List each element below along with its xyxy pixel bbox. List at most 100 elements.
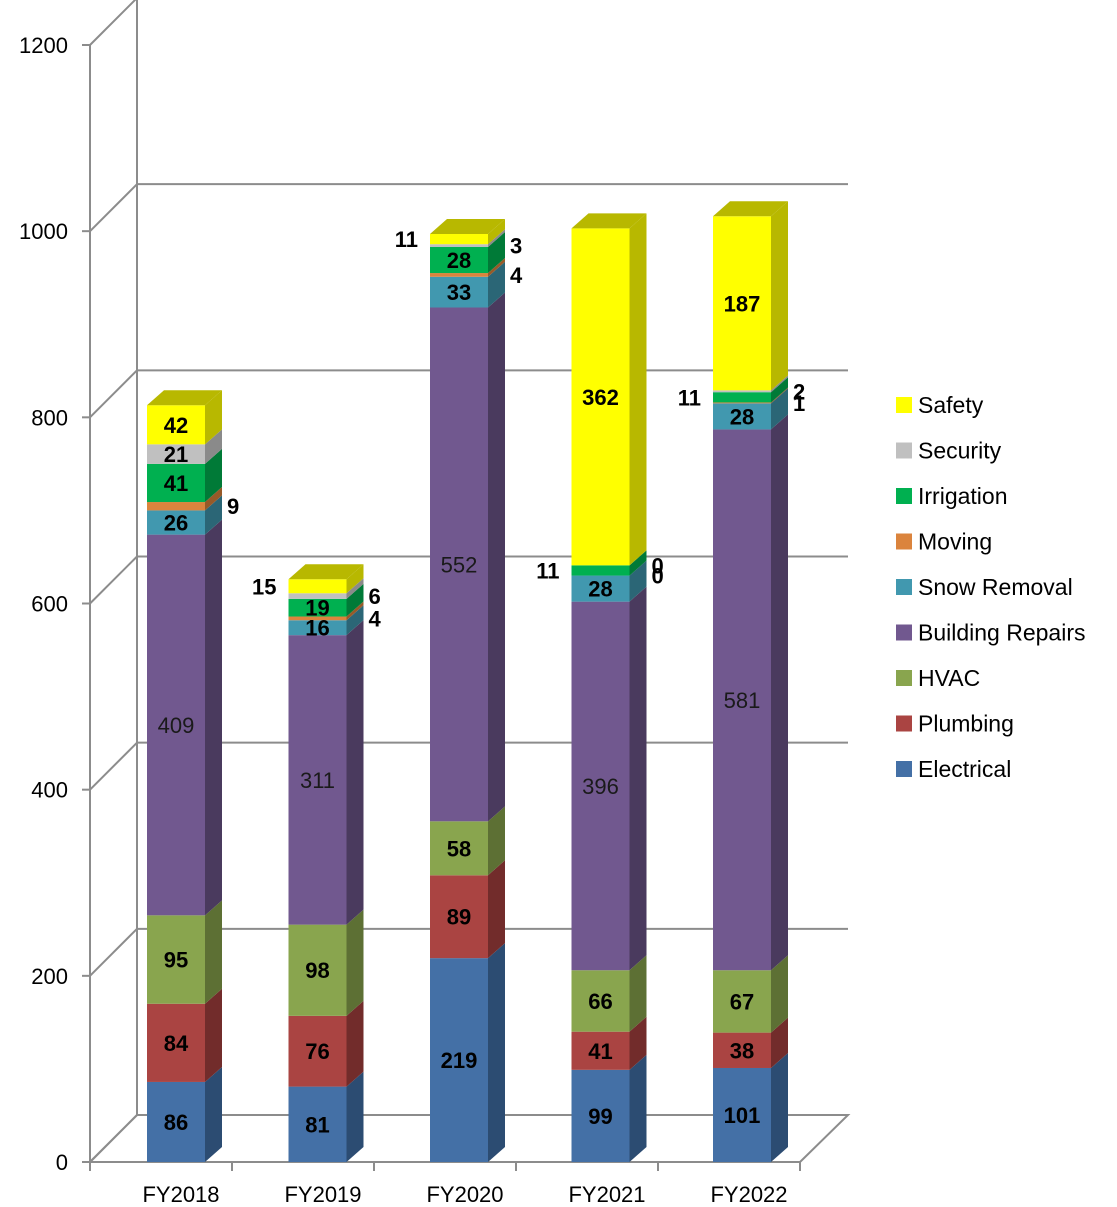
data-label: 581 bbox=[724, 688, 761, 713]
data-label: 86 bbox=[164, 1110, 188, 1135]
gridline-diagonal bbox=[89, 928, 138, 977]
bar-segment-side bbox=[771, 414, 788, 971]
bar-segment-front bbox=[713, 970, 771, 1033]
x-tick-label: FY2018 bbox=[142, 1182, 219, 1207]
bar-segment-side bbox=[629, 1054, 647, 1162]
bar-segment-side bbox=[346, 564, 364, 594]
bar-segment bbox=[430, 258, 505, 277]
bar-segment-side bbox=[488, 218, 505, 245]
bar-segment-side bbox=[205, 1066, 222, 1162]
bar-segment bbox=[430, 943, 505, 1162]
bar-segment bbox=[571, 560, 647, 602]
bar-segment bbox=[288, 605, 364, 636]
data-label: 219 bbox=[441, 1048, 478, 1073]
bar-segment bbox=[571, 1016, 647, 1070]
bar-segment-front bbox=[147, 502, 205, 511]
bar-segment-side bbox=[346, 583, 364, 617]
bar-segment bbox=[288, 601, 364, 621]
gridline-diagonal bbox=[89, 183, 138, 232]
bar-top-cap bbox=[430, 218, 505, 234]
data-label: 3 bbox=[510, 234, 522, 259]
x-tick-label: FY2022 bbox=[710, 1182, 787, 1207]
bar-segment bbox=[713, 377, 788, 403]
bar-segment bbox=[571, 550, 647, 576]
data-label: 19 bbox=[305, 596, 329, 621]
bar-segment-side bbox=[629, 560, 647, 602]
data-label: 66 bbox=[588, 989, 612, 1014]
bars bbox=[147, 201, 788, 1162]
bar-segment bbox=[571, 955, 647, 1032]
bar-segment-side bbox=[488, 292, 505, 822]
bar-segment bbox=[713, 1017, 788, 1068]
bar-segment-front bbox=[430, 821, 488, 876]
bar-segment-side bbox=[771, 955, 788, 1033]
bar-segment-side bbox=[346, 601, 364, 621]
bar-top-cap bbox=[147, 390, 222, 406]
bar-segment-front bbox=[147, 444, 205, 464]
data-label: 26 bbox=[164, 511, 188, 536]
bar-segment-front bbox=[288, 1015, 347, 1087]
data-label: 42 bbox=[164, 413, 188, 438]
bar-segment-front bbox=[288, 635, 347, 925]
bar-segment-side bbox=[346, 1071, 364, 1162]
bar-segment bbox=[430, 229, 505, 247]
y-tick-label: 1200 bbox=[19, 33, 68, 58]
gridline-diagonal bbox=[89, 1114, 138, 1163]
legend-item: Moving bbox=[896, 529, 992, 555]
legend-swatch bbox=[896, 670, 912, 686]
data-label: 362 bbox=[582, 385, 619, 410]
bar-segment-side bbox=[205, 495, 222, 535]
bar-segment-front bbox=[288, 593, 347, 599]
bar-segment-front bbox=[288, 579, 347, 594]
bar-segment bbox=[288, 909, 364, 1016]
bar-segment-front bbox=[713, 390, 771, 393]
bar-segment bbox=[713, 375, 788, 393]
bar-segment-side bbox=[488, 231, 505, 274]
bar-segment bbox=[713, 414, 788, 971]
data-label: 95 bbox=[164, 948, 188, 973]
x-tick-label: FY2021 bbox=[568, 1182, 645, 1207]
data-label: 28 bbox=[730, 404, 754, 429]
bar-segment-side bbox=[205, 390, 222, 445]
data-label: 38 bbox=[730, 1038, 754, 1063]
bar-segment bbox=[288, 1000, 364, 1087]
legend-label: Electrical bbox=[918, 756, 1011, 782]
bar-segment bbox=[430, 292, 505, 822]
bar-segment bbox=[571, 1054, 647, 1162]
bar-segment bbox=[288, 578, 364, 599]
legend-label: Irrigation bbox=[918, 483, 1007, 509]
bar-segment-side bbox=[488, 229, 505, 247]
bar-segment bbox=[430, 806, 505, 876]
data-label: 41 bbox=[588, 1039, 612, 1064]
bar-segment-front bbox=[288, 598, 347, 617]
data-label: 67 bbox=[730, 989, 754, 1014]
bar-segment-side bbox=[205, 988, 222, 1082]
bar-segment-side bbox=[771, 1052, 788, 1162]
data-label: 1 bbox=[793, 391, 805, 416]
bar-segment-side bbox=[488, 860, 505, 959]
bar-segment-side bbox=[488, 943, 505, 1162]
legend-item: Snow Removal bbox=[896, 574, 1073, 600]
data-label: 311 bbox=[300, 768, 335, 793]
bar-segment-side bbox=[205, 448, 222, 503]
bar-segment-front bbox=[147, 1003, 205, 1082]
bar-segment-side bbox=[488, 806, 505, 876]
data-label: 41 bbox=[164, 471, 188, 496]
legend-item: Security bbox=[896, 438, 1002, 464]
bar-segment bbox=[147, 448, 222, 503]
bar-segment-front bbox=[713, 216, 771, 391]
bar-segment-front bbox=[430, 244, 488, 247]
bar-segment-front bbox=[571, 1031, 630, 1070]
bar-segment-front bbox=[147, 534, 205, 916]
bar-segment-side bbox=[205, 429, 222, 464]
bar-segment-side bbox=[205, 519, 222, 916]
bar-segment-front bbox=[713, 403, 771, 430]
x-tick-label: FY2019 bbox=[284, 1182, 361, 1207]
bar-segment-front bbox=[571, 565, 630, 576]
data-label: 89 bbox=[447, 905, 471, 930]
bar-segment bbox=[713, 955, 788, 1033]
bar-segment-front bbox=[430, 875, 488, 959]
bar-segment-front bbox=[571, 1069, 630, 1162]
bar-segment bbox=[147, 1066, 222, 1162]
bar-segment-side bbox=[346, 578, 364, 599]
